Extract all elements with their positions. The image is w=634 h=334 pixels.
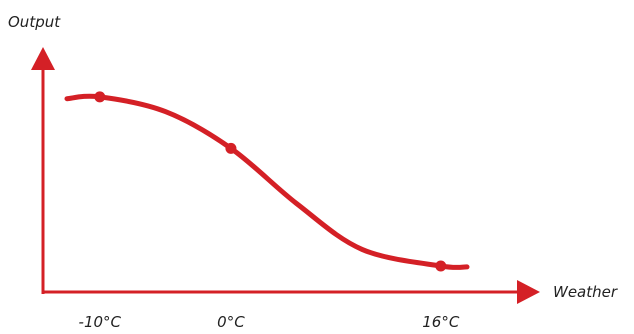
- y-axis-label: Output: [8, 13, 61, 31]
- data-point: [94, 91, 106, 103]
- data-point: [225, 142, 237, 154]
- x-tick-label: 0°C: [217, 313, 245, 331]
- y-axis-arrow: [31, 47, 55, 70]
- x-tick-label: 16°C: [422, 313, 460, 331]
- series-line: [64, 93, 470, 271]
- x-axis-arrow: [517, 280, 540, 304]
- data-point: [435, 260, 447, 272]
- x-axis-label: Weather: [553, 283, 618, 301]
- x-tick-label: -10°C: [79, 313, 122, 331]
